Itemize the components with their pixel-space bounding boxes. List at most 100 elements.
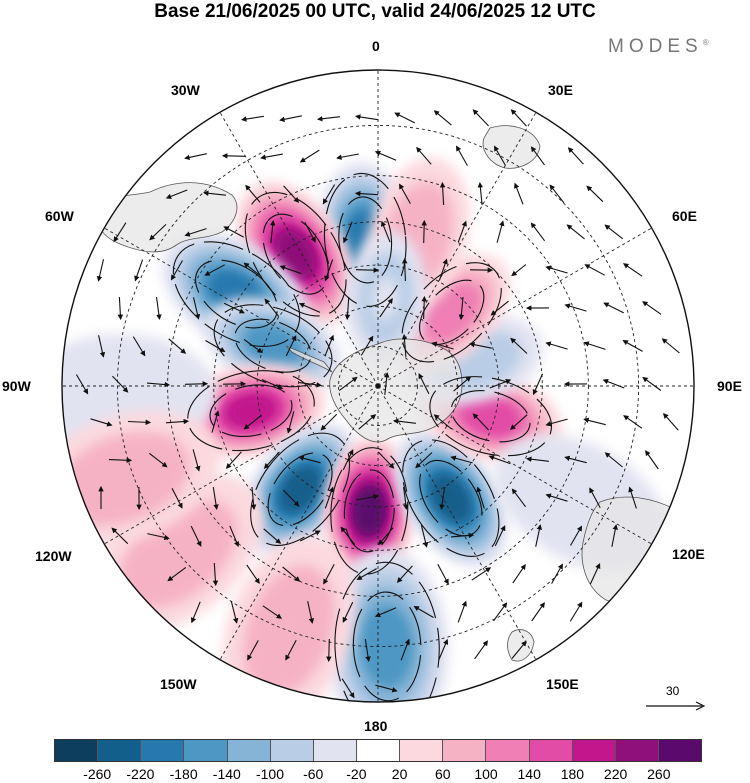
colorbar-cell <box>270 740 314 761</box>
wind-arrow <box>378 451 395 469</box>
anomaly-core <box>367 614 407 678</box>
wind-arrow <box>113 222 127 243</box>
wind-arrow <box>662 412 679 431</box>
colorbar-cell <box>313 740 357 761</box>
contour-ring <box>352 591 422 702</box>
wind-arrow <box>241 115 264 122</box>
contour-ring <box>323 172 407 307</box>
wind-arrow <box>421 219 427 244</box>
wind-arrow <box>132 336 146 357</box>
wind-arrow <box>604 452 623 468</box>
wind-arrow <box>402 257 408 282</box>
wind-arrow <box>338 376 358 392</box>
wind-arrow <box>602 379 625 389</box>
wind-arrow <box>245 184 261 203</box>
wind-arrow <box>415 452 433 469</box>
colorbar-cell <box>98 740 142 761</box>
contour-ring <box>419 279 485 345</box>
wind-arrow <box>393 418 416 424</box>
wind-arrow <box>628 486 637 509</box>
colorbar-cell <box>356 740 401 761</box>
wind-arrow <box>192 297 201 320</box>
wind-arrow <box>379 297 393 318</box>
wind-arrow <box>457 600 467 623</box>
colorbar-cell <box>55 740 99 761</box>
land-masses <box>96 125 690 662</box>
wind-arrow <box>510 337 528 354</box>
wind-arrow <box>282 566 301 582</box>
wind-arrow <box>509 414 528 431</box>
wind-arrow <box>437 564 449 585</box>
wind-arrow <box>279 265 302 275</box>
wind-arrow <box>545 493 568 502</box>
contour-ring <box>195 259 278 329</box>
wind-arrow <box>75 374 89 395</box>
contour-ring <box>213 304 333 388</box>
wind-arrow <box>322 184 336 205</box>
wind-arrow <box>469 341 492 349</box>
wind-arrow <box>108 457 133 463</box>
contour-ring <box>209 384 293 438</box>
wind-arrow <box>374 150 397 161</box>
wind-arrow <box>545 265 568 274</box>
wind-arrow <box>298 455 321 464</box>
wind-arrow <box>204 264 225 276</box>
wind-arrow <box>358 414 377 430</box>
wind-arrow <box>149 224 167 241</box>
contour-ring <box>402 439 500 557</box>
colorbar-tick-label: -220 <box>126 766 155 782</box>
wind-arrow <box>223 302 245 314</box>
lon-label-120e: 120E <box>672 546 705 562</box>
wind-arrow <box>489 379 512 389</box>
wind-arrow <box>586 185 604 203</box>
wind-arrow <box>170 260 183 281</box>
wind-arrow <box>324 259 334 282</box>
wind-arrow <box>298 302 321 313</box>
wind-arrow <box>299 149 320 163</box>
negative-anomaly <box>344 230 427 367</box>
wind-arrow <box>323 564 335 585</box>
colorbar-cell <box>529 740 573 761</box>
meridian-line <box>104 385 379 545</box>
wind-arrow <box>551 563 563 584</box>
colorbar-tick-label: -20 <box>346 766 367 782</box>
wind-arrow <box>165 418 190 425</box>
registered-mark: ® <box>702 38 709 47</box>
colorbar-tick-label: 180 <box>560 766 585 782</box>
wind-arrow <box>98 335 106 358</box>
wind-arrow <box>324 486 334 509</box>
wind-arrow <box>127 419 152 426</box>
wind-arrow <box>378 527 394 546</box>
colorbar-tick-label: -180 <box>169 766 198 782</box>
anomaly-core <box>281 468 319 511</box>
colorbar-cell <box>443 740 487 761</box>
wind-arrow <box>530 222 546 242</box>
wind-arrow <box>221 153 246 159</box>
wind-arrow <box>439 181 446 206</box>
contour-ring <box>450 390 531 443</box>
colorbar-tick-label: 100 <box>474 766 498 782</box>
wind-arrow <box>510 109 527 127</box>
wind-arrow <box>438 258 448 281</box>
lon-label-60w: 60W <box>45 208 74 224</box>
wind-arrow <box>488 455 511 465</box>
wind-arrow <box>526 456 549 462</box>
wind-arrow <box>212 487 219 510</box>
wind-arrow <box>413 605 434 618</box>
lon-label-180: 180 <box>364 718 388 734</box>
wind-arrow <box>247 640 259 661</box>
circulation-contour <box>334 561 440 702</box>
wind-arrow <box>261 379 284 390</box>
wind-arrow <box>260 153 283 160</box>
lon-label-90w: 90W <box>2 378 31 394</box>
contour-ring <box>267 452 333 527</box>
wind-arrow <box>583 417 606 426</box>
wind-arrow <box>472 413 489 431</box>
wind-arrow <box>190 601 201 624</box>
circulation-contour <box>330 447 409 575</box>
wind-arrow <box>230 601 239 624</box>
wind-arrow <box>155 297 162 320</box>
wind-vectors <box>75 109 680 699</box>
wind-arrow <box>403 487 409 510</box>
